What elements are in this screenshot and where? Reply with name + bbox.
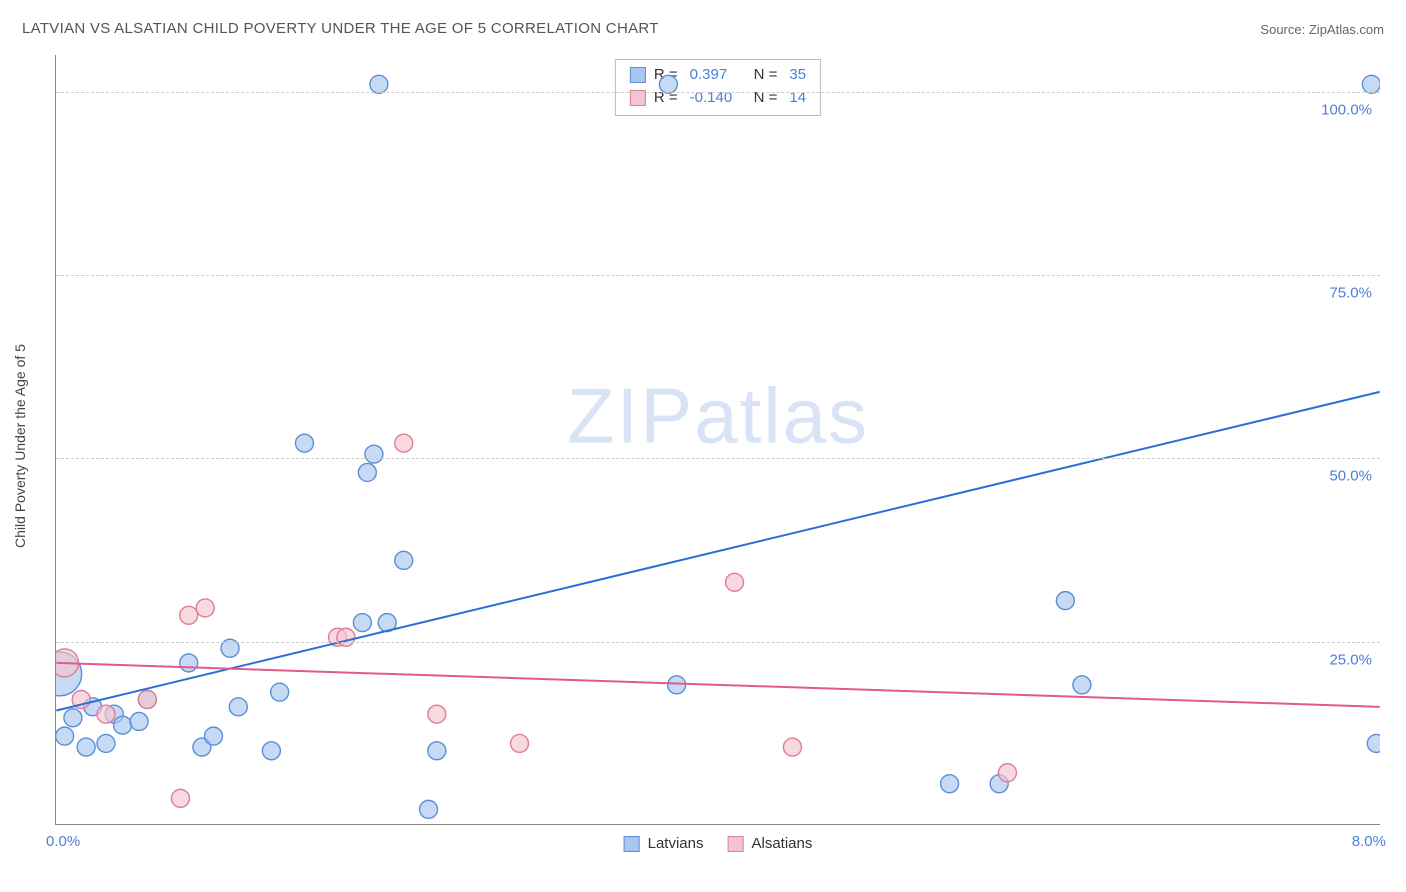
data-point <box>358 463 376 481</box>
n-value: 35 <box>789 64 806 87</box>
x-tick-label: 8.0% <box>1352 833 1386 850</box>
data-point <box>180 654 198 672</box>
series-legend-item: Latvians <box>624 835 704 852</box>
gridline <box>56 642 1380 643</box>
data-point <box>295 434 313 452</box>
watermark-thin: atlas <box>694 372 869 460</box>
data-point <box>97 705 115 723</box>
series-name: Latvians <box>648 835 704 852</box>
data-point <box>1367 734 1380 752</box>
series-name: Alsatians <box>752 835 813 852</box>
data-point <box>941 775 959 793</box>
data-point <box>171 789 189 807</box>
data-point <box>395 551 413 569</box>
r-label: R = <box>654 64 678 87</box>
data-point <box>114 716 132 734</box>
watermark: ZIPatlas <box>567 371 869 462</box>
data-point <box>428 705 446 723</box>
regression-line <box>56 663 1379 707</box>
watermark-bold: ZIP <box>567 372 694 460</box>
source-attribution: Source: ZipAtlas.com <box>1260 22 1384 37</box>
data-point <box>138 691 156 709</box>
gridline <box>56 92 1380 93</box>
correlation-legend: R = 0.397 N = 35 R = -0.140 N = 14 <box>615 59 821 116</box>
series-legend: Latvians Alsatians <box>624 835 813 852</box>
y-tick-label: 100.0% <box>1321 101 1372 118</box>
data-point <box>84 698 102 716</box>
data-point <box>370 75 388 93</box>
data-point <box>271 683 289 701</box>
data-point <box>428 742 446 760</box>
data-point <box>329 628 347 646</box>
data-point <box>205 727 223 745</box>
data-point <box>783 738 801 756</box>
data-point <box>990 775 1008 793</box>
n-label: N = <box>754 87 778 110</box>
regression-line <box>56 392 1379 711</box>
legend-row: R = 0.397 N = 35 <box>630 64 806 87</box>
source-value: ZipAtlas.com <box>1309 22 1384 37</box>
data-point <box>365 445 383 463</box>
data-point <box>56 727 74 745</box>
y-tick-label: 25.0% <box>1329 651 1372 668</box>
legend-swatch <box>630 67 646 83</box>
data-point <box>420 800 438 818</box>
data-point <box>72 691 90 709</box>
data-point <box>262 742 280 760</box>
data-point <box>511 734 529 752</box>
data-point <box>998 764 1016 782</box>
y-tick-label: 75.0% <box>1329 285 1372 302</box>
data-point <box>56 652 82 696</box>
r-value: -0.140 <box>690 87 746 110</box>
n-label: N = <box>754 64 778 87</box>
data-point <box>130 712 148 730</box>
data-point <box>395 434 413 452</box>
y-axis-label: Child Poverty Under the Age of 5 <box>12 344 28 548</box>
legend-swatch <box>624 836 640 852</box>
data-point <box>64 709 82 727</box>
data-point <box>77 738 95 756</box>
chart-title: LATVIAN VS ALSATIAN CHILD POVERTY UNDER … <box>22 20 659 37</box>
data-point <box>337 628 355 646</box>
gridline <box>56 458 1380 459</box>
data-point <box>196 599 214 617</box>
data-point <box>1073 676 1091 694</box>
legend-swatch <box>728 836 744 852</box>
data-point <box>229 698 247 716</box>
r-value: 0.397 <box>690 64 746 87</box>
r-label: R = <box>654 87 678 110</box>
data-point <box>105 705 123 723</box>
data-point <box>193 738 211 756</box>
source-label: Source: <box>1260 22 1305 37</box>
legend-row: R = -0.140 N = 14 <box>630 87 806 110</box>
data-point <box>1056 592 1074 610</box>
data-point <box>56 649 79 677</box>
data-point <box>138 691 156 709</box>
n-value: 14 <box>789 87 806 110</box>
plot-area: ZIPatlas R =0.397N =35R =-0.140N =14 Lat… <box>55 55 1380 825</box>
data-point <box>1362 75 1380 93</box>
gridline <box>56 275 1380 276</box>
data-point <box>97 734 115 752</box>
y-tick-label: 50.0% <box>1329 468 1372 485</box>
data-point <box>180 606 198 624</box>
data-point <box>726 573 744 591</box>
data-point <box>353 614 371 632</box>
x-tick-label: 0.0% <box>46 833 80 850</box>
data-point <box>378 614 396 632</box>
series-legend-item: Alsatians <box>728 835 813 852</box>
data-point <box>668 676 686 694</box>
chart-svg <box>56 55 1380 824</box>
